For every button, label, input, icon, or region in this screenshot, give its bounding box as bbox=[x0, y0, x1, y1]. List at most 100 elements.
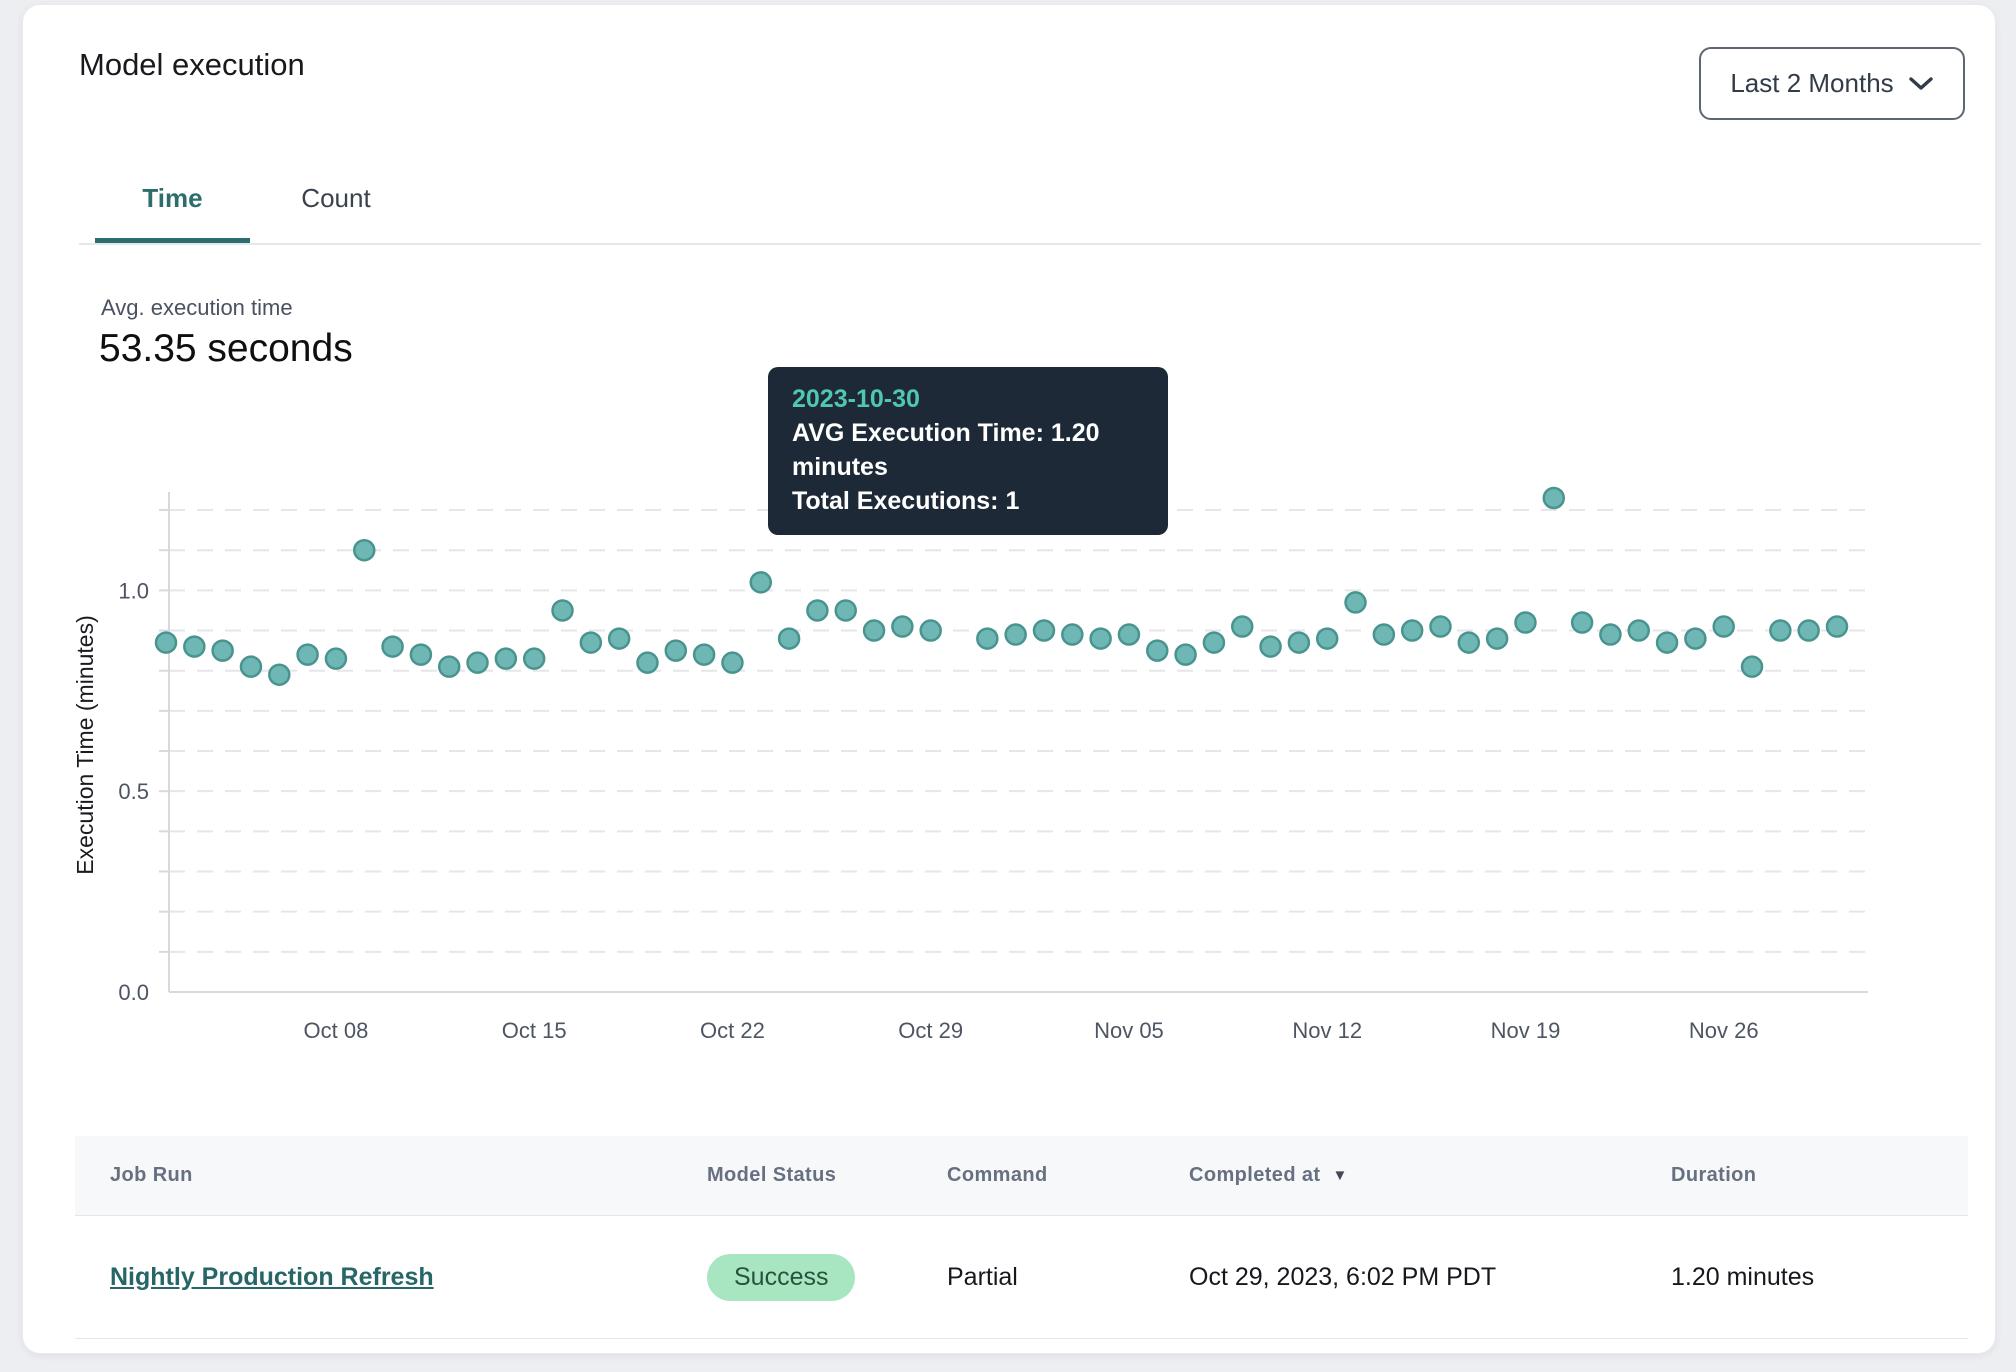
data-point[interactable] bbox=[1655, 631, 1679, 654]
column-header-completed-at[interactable]: Completed at ▼ bbox=[1189, 1136, 1348, 1215]
svg-text:Execution Time (minutes): Execution Time (minutes) bbox=[72, 615, 98, 874]
data-point[interactable] bbox=[749, 571, 773, 594]
data-point[interactable] bbox=[183, 635, 206, 658]
table-header-row: Job Run Model Status Command Completed a… bbox=[75, 1136, 1968, 1216]
model-execution-card: Model execution Last 2 Months Time Count… bbox=[22, 4, 1996, 1354]
execution-time-chart: 0.0 0.5 1.0 Oct 08 Oct 15 Oct 22 Oct 29 Nov 05 N… bbox=[63, 445, 1943, 1085]
tab-time[interactable]: Time bbox=[142, 183, 203, 213]
data-point[interactable] bbox=[239, 655, 263, 678]
data-point[interactable] bbox=[1061, 623, 1084, 646]
avg-execution-time-label: Avg. execution time bbox=[101, 295, 293, 320]
data-point[interactable] bbox=[1769, 619, 1792, 642]
tooltip-total-executions: Total Executions: 1 bbox=[792, 487, 1020, 515]
data-point[interactable] bbox=[409, 643, 433, 666]
svg-text:Nov 12: Nov 12 bbox=[1292, 1018, 1362, 1043]
data-point[interactable] bbox=[976, 627, 999, 650]
data-point[interactable] bbox=[324, 647, 348, 670]
scatter-plot: 0.0 0.5 1.0 Oct 08 Oct 15 Oct 22 Oct 29 Nov 05 N… bbox=[72, 486, 1868, 1043]
data-point[interactable] bbox=[211, 639, 234, 662]
data-point[interactable] bbox=[1089, 627, 1112, 650]
data-point[interactable] bbox=[437, 655, 461, 678]
column-header-command: Command bbox=[947, 1164, 1048, 1186]
data-point[interactable] bbox=[1146, 639, 1169, 662]
data-point[interactable] bbox=[1315, 627, 1339, 650]
data-point[interactable] bbox=[919, 619, 942, 642]
data-point[interactable] bbox=[1740, 655, 1764, 678]
data-point[interactable] bbox=[1429, 615, 1452, 638]
data-point[interactable] bbox=[891, 615, 914, 638]
column-header-duration: Duration bbox=[1671, 1164, 1757, 1186]
data-point[interactable] bbox=[296, 643, 319, 666]
svg-text:Nov 05: Nov 05 bbox=[1094, 1018, 1164, 1043]
data-point[interactable] bbox=[1797, 619, 1820, 642]
completed-at-cell: Oct 29, 2023, 6:02 PM PDT bbox=[1189, 1262, 1497, 1291]
tab-count[interactable]: Count bbox=[301, 183, 371, 213]
data-point[interactable] bbox=[1259, 635, 1282, 658]
data-point[interactable] bbox=[664, 639, 688, 662]
data-point[interactable] bbox=[1400, 619, 1424, 642]
page-title: Model execution bbox=[79, 47, 305, 82]
date-range-value: Last 2 Months bbox=[1730, 68, 1894, 98]
svg-text:Oct 08: Oct 08 bbox=[304, 1018, 369, 1043]
chevron-down-icon bbox=[1908, 77, 1933, 90]
data-point[interactable] bbox=[268, 663, 291, 686]
data-point[interactable] bbox=[1627, 619, 1650, 642]
data-point[interactable] bbox=[466, 651, 489, 674]
duration-cell: 1.20 minutes bbox=[1671, 1262, 1815, 1291]
data-point[interactable] bbox=[1230, 615, 1254, 638]
data-point[interactable] bbox=[381, 635, 404, 658]
data-point[interactable] bbox=[1287, 631, 1311, 654]
data-point[interactable] bbox=[1032, 619, 1056, 642]
column-header-model-status: Model Status bbox=[707, 1164, 837, 1186]
svg-text:Nov 19: Nov 19 bbox=[1491, 1018, 1561, 1043]
status-badge: Success bbox=[707, 1253, 856, 1301]
data-point[interactable] bbox=[1457, 631, 1481, 654]
svg-text:Nov 26: Nov 26 bbox=[1689, 1018, 1759, 1043]
data-point[interactable] bbox=[1117, 623, 1141, 646]
tabs-divider bbox=[79, 243, 1981, 245]
column-header-job-run: Job Run bbox=[110, 1164, 193, 1186]
data-point[interactable] bbox=[1372, 623, 1396, 646]
data-point[interactable] bbox=[636, 651, 659, 674]
data-point[interactable] bbox=[579, 631, 603, 654]
tooltip-avg-execution-time: AVG Execution Time: 1.20 minutes bbox=[792, 419, 1100, 481]
data-point[interactable] bbox=[806, 599, 829, 622]
data-point[interactable] bbox=[1542, 486, 1566, 510]
data-point[interactable] bbox=[551, 599, 574, 622]
sort-desc-icon: ▼ bbox=[1332, 1167, 1348, 1184]
completed-at-label: Completed at bbox=[1189, 1164, 1321, 1186]
active-tab-indicator bbox=[95, 238, 250, 244]
tooltip-date: 2023-10-30 bbox=[792, 385, 920, 413]
data-point[interactable] bbox=[1485, 627, 1509, 650]
avg-execution-time-value: 53.35 seconds bbox=[99, 327, 353, 370]
data-point[interactable] bbox=[1570, 611, 1594, 634]
data-point[interactable] bbox=[1344, 591, 1367, 614]
svg-text:1.0: 1.0 bbox=[118, 578, 149, 603]
data-point[interactable] bbox=[1202, 631, 1226, 654]
data-point[interactable] bbox=[862, 619, 886, 642]
table-row: Nightly Production Refresh Success Parti… bbox=[75, 1216, 1968, 1339]
data-point[interactable] bbox=[1174, 643, 1197, 666]
svg-text:Oct 29: Oct 29 bbox=[898, 1018, 963, 1043]
data-point[interactable] bbox=[353, 538, 376, 562]
data-point[interactable] bbox=[834, 599, 857, 622]
data-point[interactable] bbox=[777, 627, 801, 650]
job-run-link[interactable]: Nightly Production Refresh bbox=[110, 1262, 434, 1291]
data-point[interactable] bbox=[721, 651, 744, 674]
data-point[interactable] bbox=[607, 627, 631, 650]
svg-text:Oct 22: Oct 22 bbox=[700, 1018, 765, 1043]
data-point[interactable] bbox=[494, 647, 518, 670]
data-point[interactable] bbox=[522, 647, 546, 670]
data-point[interactable] bbox=[1825, 615, 1849, 638]
data-point[interactable] bbox=[692, 643, 716, 666]
data-point[interactable] bbox=[1004, 623, 1027, 646]
data-point[interactable] bbox=[1712, 615, 1735, 638]
data-point[interactable] bbox=[1684, 627, 1707, 650]
svg-text:0.5: 0.5 bbox=[118, 779, 149, 804]
date-range-dropdown[interactable]: Last 2 Months bbox=[1699, 47, 1965, 120]
data-point[interactable] bbox=[154, 631, 178, 654]
svg-text:Oct 15: Oct 15 bbox=[502, 1018, 567, 1043]
data-point[interactable] bbox=[1514, 611, 1537, 634]
data-point[interactable] bbox=[1599, 623, 1622, 646]
